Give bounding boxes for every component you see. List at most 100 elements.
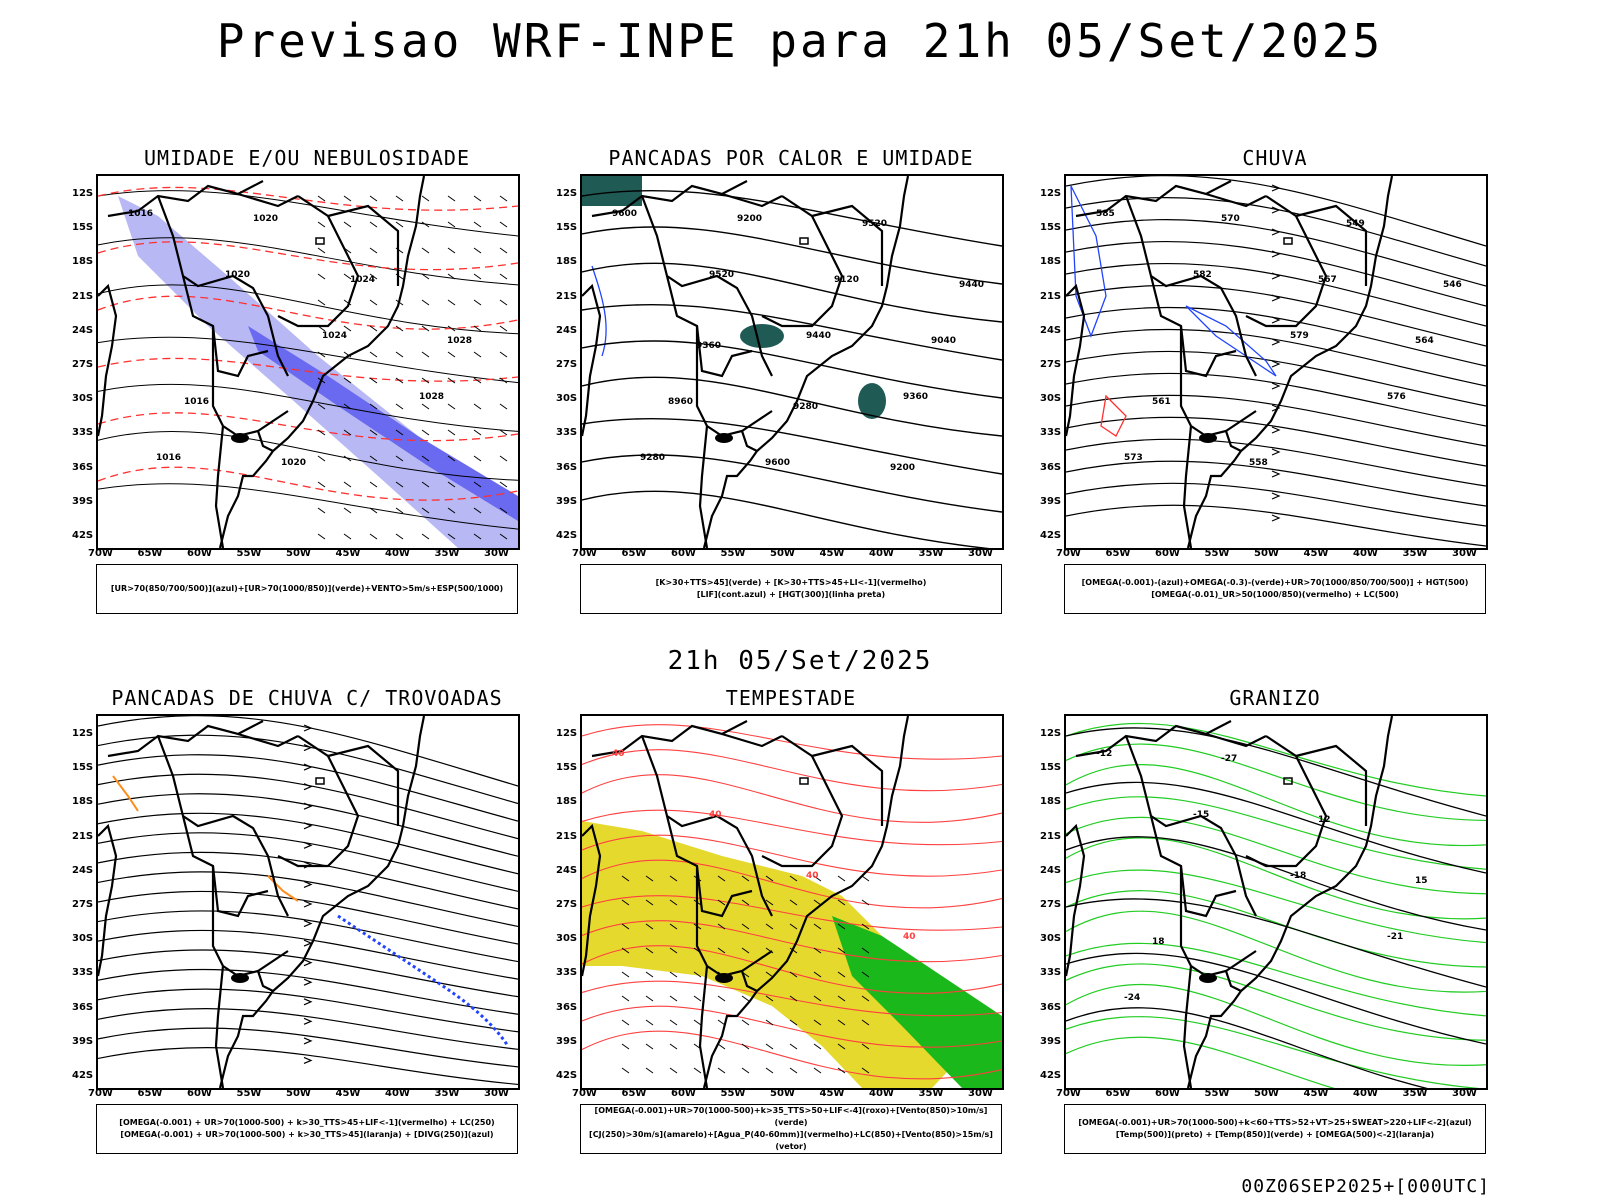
wind-vector [669,1019,678,1026]
lake-patos [231,973,249,983]
lat-tick-label: 24S [72,324,94,336]
wind-vector [621,1019,630,1026]
contour-label: 40 [612,749,625,759]
streamline-arrow [303,724,313,732]
wind-vector [421,325,430,332]
lon-tick-label: 50W [770,1088,795,1099]
legend-line: [OMEGA(-0.01)_UR>50(1000/850)(vermelho) … [1151,590,1399,599]
contour-line [582,945,1002,994]
lat-tick-label: 18S [72,256,94,268]
wind-vector [317,429,326,436]
border-line [811,204,884,286]
wind-vector [645,899,654,906]
contour-label: 570 [1221,214,1240,224]
border-line [698,425,709,548]
contour-line [1066,727,1486,817]
wind-vector [343,273,352,280]
wind-vector [741,947,750,954]
streamline [1066,350,1486,407]
federal-district [799,237,809,245]
lat-tick-label: 36S [556,461,578,473]
lat-tick-label: 12S [72,188,94,199]
coastline [1066,716,1394,1088]
streamline [98,832,518,892]
lon-tick-label: 70W [88,1088,113,1099]
wind-vector [421,351,430,358]
streamline-arrow [303,880,313,888]
contour-line [582,809,1002,846]
wind-vector [861,875,870,882]
streamline [1066,262,1486,327]
wind-vector [473,481,482,488]
contour-line [1066,764,1486,847]
lat-tick-label: 15S [1040,762,1062,774]
lat-tick-label: 24S [556,864,578,876]
coastline [1066,176,1394,548]
lon-tick-label: 50W [1254,548,1279,559]
wind-vector [499,299,508,306]
wind-vector [447,507,456,514]
panel-title: UMIDADE E/OU NEBULOSIDADE [143,146,471,170]
wind-vector [369,325,378,332]
lon-tick-label: 60W [187,1088,212,1099]
contour-line [582,303,1002,361]
panel-title: TEMPESTADE [725,686,857,710]
wind-vector [473,403,482,410]
contour-label: 582 [1193,270,1212,280]
contour-line [582,774,1002,823]
contour-label: 579 [1290,331,1309,341]
border-line [1149,815,1237,918]
contour-line [582,490,990,548]
wind-vector [741,875,750,882]
lake-patos [231,433,249,443]
panel-legend: [OMEGA(-0.001)-(azul)+OMEGA(-0.3)-(verde… [1064,564,1486,614]
lon-tick-label: 65W [1105,548,1131,559]
wind-vector [789,971,798,978]
contour-line [582,1030,1002,1080]
wind-vector [343,325,352,332]
wind-vector [369,481,378,488]
contour-label: 9200 [737,214,762,224]
wind-vector [621,875,630,882]
lon-tick-label: 50W [770,548,795,559]
wind-vector [343,299,352,306]
wind-vector [837,1019,846,1026]
omega-ur-area [1100,394,1127,437]
map-svg: 9600 9520 9440 9360 9280 9200 9120 9040 8960 9600… [582,176,1002,548]
wind-vector [861,899,870,906]
instability-area [858,383,886,419]
wind-vector [473,507,482,514]
lat-tick-label: 36S [72,1001,94,1013]
contour-line [582,189,1002,247]
contour-label: 1020 [281,458,306,468]
lat-tick-label: 27S [72,899,94,910]
panel-title: GRANIZO [1229,686,1321,710]
wind-vector [473,273,482,280]
wind-vector [645,971,654,978]
lat-tick-label: 39S [556,495,578,507]
wind-vector [421,273,430,280]
wind-vector [421,195,430,202]
lon-tick-label: 45W [819,1088,845,1099]
wind-vector [395,195,404,202]
legend-line: [OMEGA(-0.001) + UR>70(1000-500) + k>30_… [120,1130,494,1139]
contour-label: 9440 [806,331,831,341]
lon-tick-label: 70W [1056,548,1081,559]
streamline [98,890,518,945]
wind-vector [813,971,822,978]
omega-area [1185,305,1277,377]
panel-title: PANCADAS DE CHUVA C/ TROVOADAS [111,686,503,710]
streamline-arrow [1271,404,1281,412]
wind-vector [837,875,846,882]
border-line [640,735,773,917]
valid-time-title: 21h 05/Set/2025 [667,646,933,676]
map-frame: 9600 9520 9440 9360 9280 9200 9120 9040 8960 9600… [580,174,1004,550]
contour-label: 564 [1415,336,1434,346]
map-frame: -12 -15 -18 -21 -24 -27 12 15 18 [1064,714,1488,1090]
wind-vector [395,221,404,228]
contour-label: -18 [1290,871,1306,881]
lon-tick-label: 40W [385,1088,410,1099]
contour-line [1066,722,1486,797]
contour-label: 567 [1318,275,1337,285]
wind-vector [447,325,456,332]
